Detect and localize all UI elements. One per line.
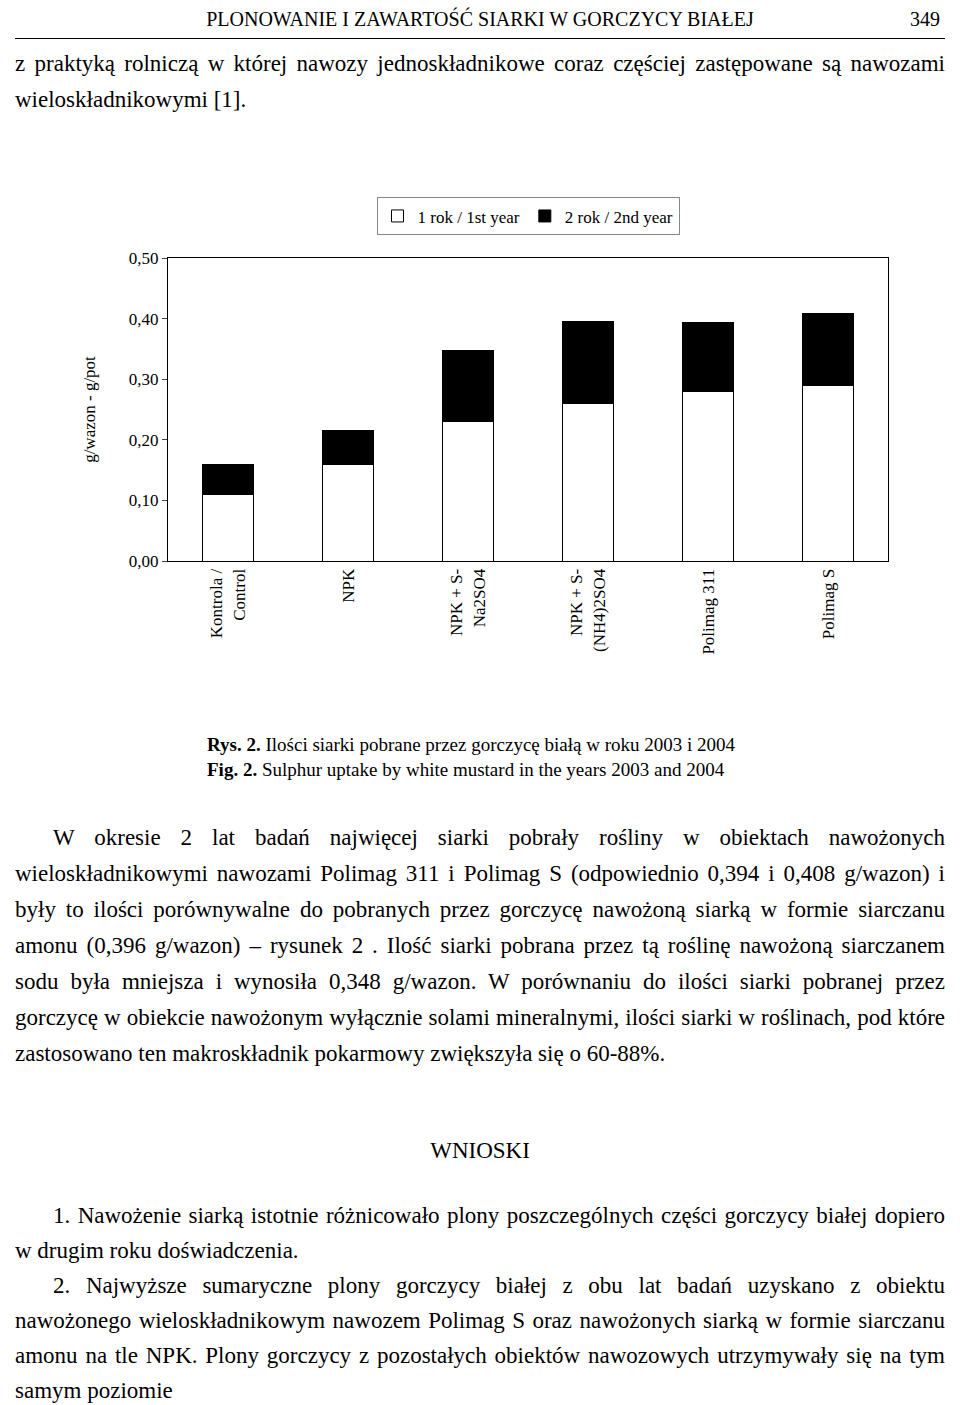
html-text:z praktyką rolniczą w której n: z praktyką rolniczą w której nawozy jedn… bbox=[15, 51, 945, 112]
svg-text:0,00: 0,00 bbox=[129, 552, 159, 571]
html-text:Rys. 2. Ilości siarki pobrane: Rys. 2. Ilości siarki pobrane przez gorc… bbox=[207, 734, 735, 755]
html-text:PLONOWANIE I ZAWARTOŚĆ SIARKI: PLONOWANIE I ZAWARTOŚĆ SIARKI W GORCZYCY… bbox=[206, 8, 754, 30]
svg-text:0,30: 0,30 bbox=[129, 370, 159, 389]
svg-text:NPK + S-Na2SO4: NPK + S-Na2SO4 bbox=[447, 568, 488, 636]
svg-text:0,10: 0,10 bbox=[129, 491, 159, 510]
svg-text:Polimag S: Polimag S bbox=[819, 569, 838, 639]
html-text:WNIOSKI: WNIOSKI bbox=[430, 1138, 530, 1163]
html-text:349: 349 bbox=[910, 8, 940, 30]
svg-text:0,20: 0,20 bbox=[129, 431, 159, 450]
svg-text:Polimag 311: Polimag 311 bbox=[699, 569, 718, 655]
svg-text:2 rok / 2nd year: 2 rok / 2nd year bbox=[565, 208, 673, 227]
html-text:1. Nawożenie siarką istotnie r: 1. Nawożenie siarką istotnie różnicowało… bbox=[15, 1203, 945, 1263]
svg-text:NPK: NPK bbox=[339, 568, 358, 603]
html-text:Fig. 2. Sulphur uptake by whit: Fig. 2. Sulphur uptake by white mustard … bbox=[207, 759, 725, 780]
svg-text:Kontrola /Control: Kontrola /Control bbox=[207, 569, 248, 639]
html-text:W okresie 2 lat badań najwięce: W okresie 2 lat badań najwięcej siarki p… bbox=[15, 825, 945, 1066]
svg-text:0,40: 0,40 bbox=[129, 310, 159, 329]
svg-text:0,50: 0,50 bbox=[129, 249, 159, 268]
html-text:2. Najwyższe sumaryczne plony: 2. Najwyższe sumaryczne plony gorczycy b… bbox=[15, 1273, 945, 1403]
svg-text:g/wazon - g/pot: g/wazon - g/pot bbox=[80, 356, 99, 463]
svg-text:NPK + S-(NH4)2SO4: NPK + S-(NH4)2SO4 bbox=[567, 568, 608, 652]
svg-text:1 rok / 1st year: 1 rok / 1st year bbox=[418, 208, 520, 227]
